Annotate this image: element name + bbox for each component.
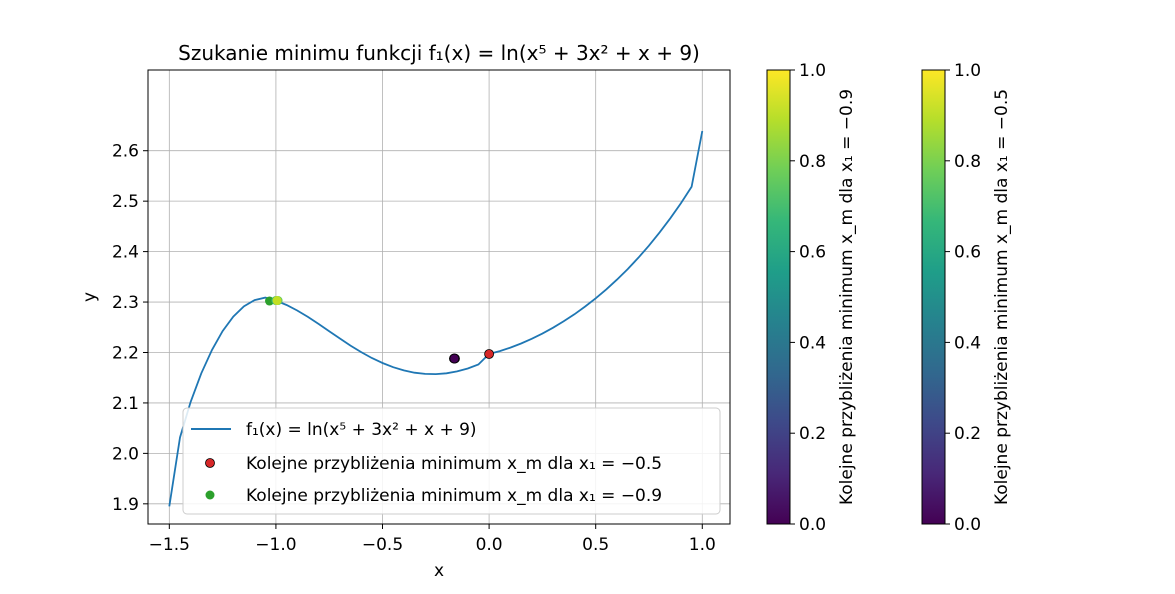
colorbar-x1-minus-0-9: 0.0 0.2 0.4 0.6 0.8 1.0 Kolejne przybliżenia …: [766, 61, 857, 535]
y-tick-label: 2.5: [112, 192, 139, 212]
grid: [148, 70, 730, 524]
chart-title: Szukanie minimu funkcji f₁(x) = ln(x⁵ + …: [178, 41, 700, 65]
x-tick-label: −0.5: [362, 535, 403, 555]
colorbar-tick-label: 0.4: [954, 333, 981, 353]
y-tick-label: 2.1: [112, 394, 139, 414]
colorbar-x1-minus-0-5: 0.0 0.2 0.4 0.6 0.8 1.0 Kolejne przybliżenia …: [921, 61, 1012, 535]
approximation-point: [484, 349, 494, 359]
legend-entry-x1-minus-0-5: Kolejne przybliżenia minimum x_m dla x₁ …: [246, 454, 662, 474]
x-tick-label: −1.0: [255, 535, 296, 555]
colorbar-tick-label: 0.2: [799, 424, 826, 444]
y-tick-label: 2.6: [112, 142, 139, 162]
colorbar-ticks: 0.0 0.2 0.4 0.6 0.8 1.0: [790, 61, 826, 535]
y-tick-label: 2.3: [112, 293, 139, 313]
x-tick-label: 0.0: [476, 535, 503, 555]
legend: f₁(x) = ln(x⁵ + 3x² + x + 9) Kolejne prz…: [182, 407, 721, 515]
function-line: [168, 130, 704, 507]
main-plot: Szukanie minimu funkcji f₁(x) = ln(x⁵ + …: [80, 41, 731, 581]
approximation-point: [272, 296, 282, 306]
colorbar-label: Kolejne przybliżenia minimum x_m dla x₁ …: [837, 89, 857, 505]
x-tick-label: 0.5: [582, 535, 609, 555]
colorbar-tick-label: 0.0: [799, 515, 826, 535]
colorbar-tick-label: 0.2: [954, 424, 981, 444]
colorbar-tick-label: 1.0: [799, 61, 826, 81]
colorbar-tick-label: 0.6: [954, 243, 981, 263]
colorbar-tick-label: 0.0: [954, 515, 981, 535]
colorbar-tick-label: 0.8: [799, 152, 826, 172]
y-tick-label: 2.0: [112, 444, 139, 464]
colorbar-tick-label: 0.6: [799, 243, 826, 263]
plot-frame: [147, 69, 731, 525]
colorbar-tick-label: 0.8: [954, 152, 981, 172]
y-axis-label: y: [80, 292, 100, 302]
approximation-point: [449, 353, 460, 364]
y-axis-ticks: 1.9 2.0 2.1 2.2 2.3 2.4 2.5 2.6: [112, 142, 148, 515]
colorbar-tick-label: 0.4: [799, 333, 826, 353]
legend-marker-x1-minus-0-5: [205, 458, 215, 468]
legend-entry-line: f₁(x) = ln(x⁵ + 3x² + x + 9): [246, 420, 477, 440]
x-tick-label: 1.0: [689, 535, 716, 555]
legend-entry-x1-minus-0-9: Kolejne przybliżenia minimum x_m dla x₁ …: [246, 486, 662, 506]
x-axis-label: x: [434, 561, 444, 581]
colorbar-ticks: 0.0 0.2 0.4 0.6 0.8 1.0: [945, 61, 981, 535]
colorbar-gradient: [766, 69, 791, 525]
colorbar-label: Kolejne przybliżenia minimum x_m dla x₁ …: [992, 89, 1012, 505]
y-tick-label: 1.9: [112, 495, 139, 515]
line-layer: [168, 130, 704, 507]
colorbar-tick-label: 1.0: [954, 61, 981, 81]
y-tick-label: 2.2: [112, 343, 139, 363]
scatter-layer: [265, 296, 494, 364]
legend-box: [182, 407, 721, 515]
y-tick-label: 2.4: [112, 243, 139, 263]
x-tick-label: −1.5: [149, 535, 190, 555]
x-axis-ticks: −1.5 −1.0 −0.5 0.0 0.5 1.0: [149, 524, 716, 555]
legend-marker-x1-minus-0-9: [205, 490, 215, 500]
colorbar-gradient: [921, 69, 946, 525]
